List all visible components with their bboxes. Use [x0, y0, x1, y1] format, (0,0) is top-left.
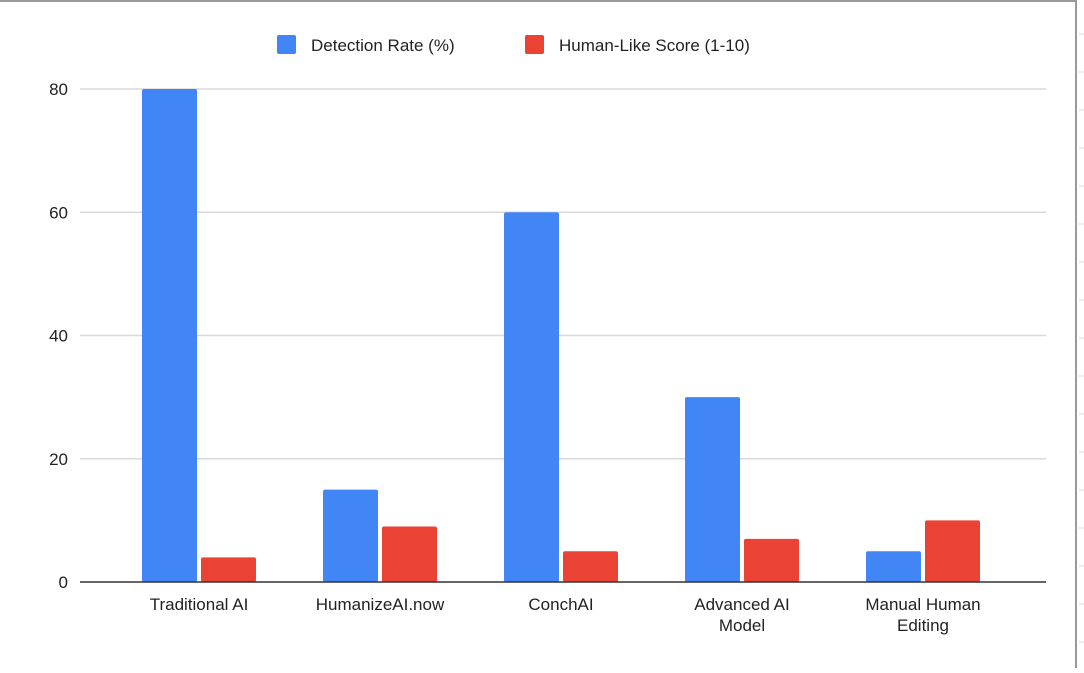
y-tick-label: 0	[59, 573, 68, 592]
x-tick-label: Traditional AI	[150, 595, 249, 614]
bar-detection-rate	[323, 489, 378, 582]
x-tick-label: Model	[719, 616, 765, 635]
bar-human-like-score	[201, 557, 256, 582]
legend-label: Detection Rate (%)	[311, 36, 455, 55]
bar-detection-rate	[504, 212, 559, 582]
x-tick-label: Manual Human	[865, 595, 980, 614]
legend-label: Human-Like Score (1-10)	[559, 36, 750, 55]
bar-human-like-score	[563, 551, 618, 582]
bar-human-like-score	[744, 538, 799, 582]
bar-detection-rate	[866, 551, 921, 582]
y-tick-label: 80	[49, 80, 68, 99]
x-tick-label: Advanced AI	[694, 595, 789, 614]
legend-swatch	[277, 35, 296, 54]
y-tick-label: 20	[49, 450, 68, 469]
bar-detection-rate	[142, 89, 197, 582]
bar-detection-rate	[685, 397, 740, 582]
y-tick-label: 40	[49, 327, 68, 346]
bar-human-like-score	[382, 526, 437, 582]
bar-human-like-score	[925, 520, 980, 582]
y-tick-label: 60	[49, 203, 68, 222]
x-tick-label: ConchAI	[528, 595, 593, 614]
x-tick-label: Editing	[897, 616, 949, 635]
x-tick-label: HumanizeAI.now	[316, 595, 445, 614]
legend-swatch	[525, 35, 544, 54]
